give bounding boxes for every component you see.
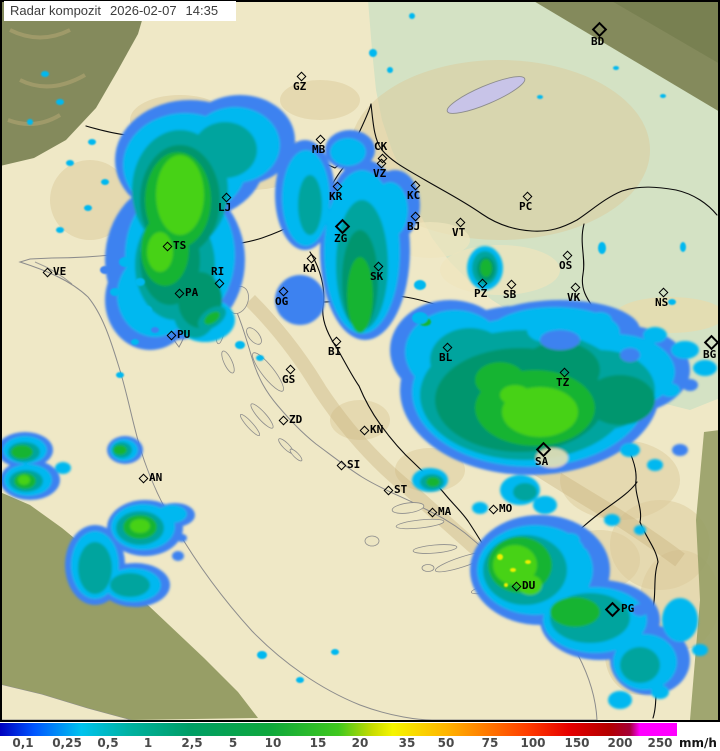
station-label-NS: NS xyxy=(655,296,669,309)
station-label-SA: SA xyxy=(535,455,549,468)
legend-tick-0,5: 0,5 xyxy=(97,736,119,750)
station-label-VT: VT xyxy=(452,226,466,239)
legend-tick-0,25: 0,25 xyxy=(52,736,82,750)
station-label-MO: MO xyxy=(499,502,513,515)
legend-unit: mm/h xyxy=(679,736,717,750)
legend-tick-150: 150 xyxy=(564,736,590,750)
precipitation-echoes xyxy=(0,95,717,709)
intensity-legend: mm/h 0,1 0,25 0,5 1 2,5 5 10 15 20 35 50 75 100 150 20… xyxy=(0,722,720,751)
station-label-BL: BL xyxy=(439,351,453,364)
legend-tick-1: 1 xyxy=(143,736,153,750)
legend-tick-0,1: 0,1 xyxy=(12,736,34,750)
station-label-PA: PA xyxy=(185,286,199,299)
title-bar: Radar kompozit 2026-02-07 14:35 xyxy=(4,1,237,21)
station-label-VK: VK xyxy=(567,291,581,304)
station-label-VZ: VZ xyxy=(373,167,387,180)
legend-tick-2,5: 2,5 xyxy=(181,736,203,750)
station-label-VE: VE xyxy=(53,265,67,278)
station-label-ZD: ZD xyxy=(289,413,303,426)
station-label-OS: OS xyxy=(559,259,573,272)
product-name: Radar kompozit xyxy=(10,3,102,18)
alps-region xyxy=(0,0,148,166)
legend-tick-250: 250 xyxy=(647,736,673,750)
station-label-ST: ST xyxy=(394,483,408,496)
station-label-BI: BI xyxy=(328,345,342,358)
station-label-TS: TS xyxy=(173,239,187,252)
station-label-GZ: GZ xyxy=(293,80,307,93)
station-label-KN: KN xyxy=(370,423,384,436)
station-label-AN: AN xyxy=(149,471,163,484)
legend-tick-75: 75 xyxy=(481,736,499,750)
station-label-PC: PC xyxy=(519,200,533,213)
observation-time: 14:35 xyxy=(185,3,219,18)
legend-gradient-bar xyxy=(0,723,677,736)
station-label-PU: PU xyxy=(177,328,191,341)
legend-tick-5: 5 xyxy=(228,736,238,750)
station-label-LJ: LJ xyxy=(218,201,232,214)
station-label-PZ: PZ xyxy=(474,287,488,300)
legend-tick-20: 20 xyxy=(351,736,369,750)
station-label-KA: KA xyxy=(303,262,317,275)
station-label-BG: BG xyxy=(703,348,717,361)
station-label-RI: RI xyxy=(211,265,225,278)
station-label-TZ: TZ xyxy=(556,376,570,389)
lake-balaton xyxy=(446,76,526,114)
station-label-CK: CK xyxy=(374,140,388,153)
station-label-ZG: ZG xyxy=(334,232,348,245)
station-label-OG: OG xyxy=(275,295,289,308)
legend-tick-50: 50 xyxy=(437,736,455,750)
legend-tick-100: 100 xyxy=(520,736,546,750)
station-label-GS: GS xyxy=(282,373,296,386)
station-label-SK: SK xyxy=(370,270,384,283)
station-label-SI: SI xyxy=(347,458,361,471)
station-label-KR: KR xyxy=(329,190,343,203)
drizzle-specks xyxy=(27,13,686,683)
station-label-KC: KC xyxy=(407,189,421,202)
station-label-SB: SB xyxy=(503,288,517,301)
station-label-MB: MB xyxy=(312,143,326,156)
station-label-DU: DU xyxy=(522,579,536,592)
station-label-BD: BD xyxy=(591,35,605,48)
legend-tick-15: 15 xyxy=(309,736,327,750)
observation-date: 2026-02-07 xyxy=(110,3,177,18)
legend-tick-35: 35 xyxy=(398,736,416,750)
legend-tick-labels: mm/h 0,1 0,25 0,5 1 2,5 5 10 15 20 35 50 75 100 150 20… xyxy=(0,736,720,751)
station-label-PG: PG xyxy=(621,602,635,615)
legend-tick-200: 200 xyxy=(607,736,633,750)
station-label-MA: MA xyxy=(438,505,452,518)
radar-map xyxy=(0,0,720,722)
station-label-BJ: BJ xyxy=(407,220,421,233)
legend-tick-10: 10 xyxy=(264,736,282,750)
